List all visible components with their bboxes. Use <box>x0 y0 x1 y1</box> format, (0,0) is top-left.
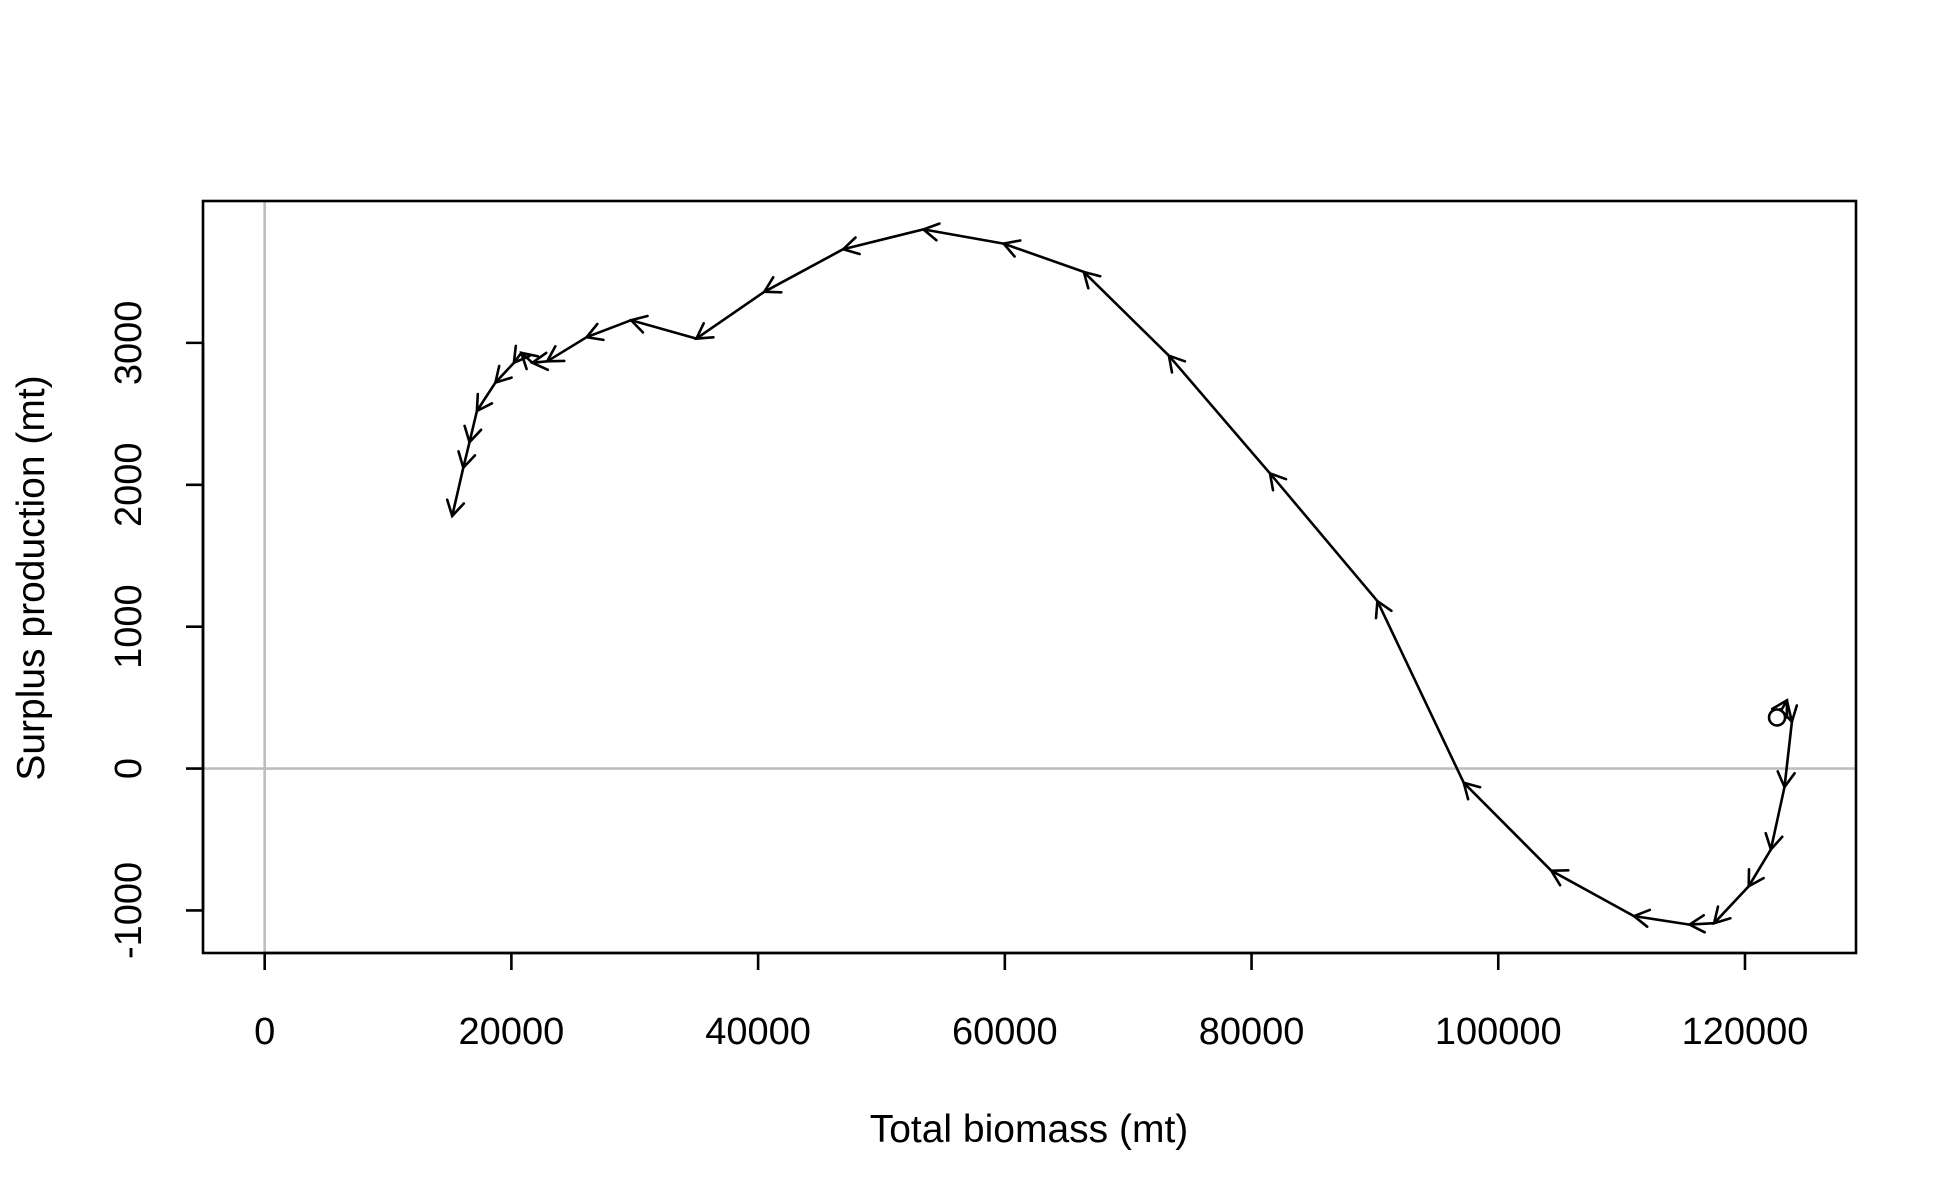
y-axis-title: Surplus production (mt) <box>10 375 53 780</box>
y-tick-label: 1000 <box>108 584 150 669</box>
arrowhead <box>1631 908 1652 929</box>
x-axis-title: Total biomass (mt) <box>870 1108 1189 1151</box>
arrowhead <box>493 364 513 385</box>
x-tick-label: 100000 <box>1435 1011 1562 1053</box>
arrowhead <box>544 345 566 363</box>
arrowhead <box>1770 698 1789 719</box>
arrowhead <box>1167 353 1187 374</box>
arrowhead <box>1712 905 1732 926</box>
arrowhead <box>519 351 540 371</box>
arrowhead <box>463 424 483 445</box>
start-marker-group <box>1767 708 1787 727</box>
arrowhead <box>1268 471 1288 492</box>
x-tick-label: 40000 <box>705 1011 811 1053</box>
arrowhead <box>694 321 715 341</box>
arrowhead <box>628 314 649 334</box>
arrowhead <box>1776 770 1796 790</box>
arrowhead <box>1686 913 1706 934</box>
arrowhead <box>475 392 494 414</box>
arrowhead <box>840 236 861 256</box>
y-tick-label: 3000 <box>108 301 150 386</box>
arrowhead <box>1549 868 1570 887</box>
x-axis: 0 20000 40000 60000 80000 100000 120000 <box>254 951 1809 1053</box>
arrowhead <box>457 450 477 471</box>
reference-lines <box>203 201 1856 953</box>
x-tick-label: 0 <box>254 1011 275 1053</box>
arrowheads <box>445 222 1799 934</box>
start-marker <box>1767 708 1787 727</box>
y-tick-label: 0 <box>108 758 150 779</box>
arrowhead <box>920 222 941 242</box>
arrowhead <box>1747 867 1765 889</box>
y-axis: -1000 0 1000 2000 3000 <box>108 301 205 959</box>
arrowhead <box>1374 598 1393 620</box>
trajectory-path <box>450 228 1794 926</box>
arrowhead <box>1461 780 1482 801</box>
arrowhead <box>445 498 466 519</box>
y-tick-label: -1000 <box>108 862 150 959</box>
x-tick-label: 60000 <box>952 1011 1058 1053</box>
x-tick-label: 80000 <box>1199 1011 1305 1053</box>
arrowhead <box>1081 270 1102 290</box>
trajectory-line <box>450 228 1794 926</box>
x-tick-label: 120000 <box>1682 1011 1809 1053</box>
arrowhead <box>1001 239 1022 258</box>
arrowhead <box>584 322 605 342</box>
arrowhead <box>512 344 531 365</box>
arrowhead <box>1764 831 1784 852</box>
arrowhead <box>529 351 550 372</box>
x-tick-label: 20000 <box>459 1011 565 1053</box>
arrowhead <box>762 275 783 294</box>
y-tick-label: 2000 <box>108 443 150 528</box>
plot-frame <box>201 199 1858 955</box>
